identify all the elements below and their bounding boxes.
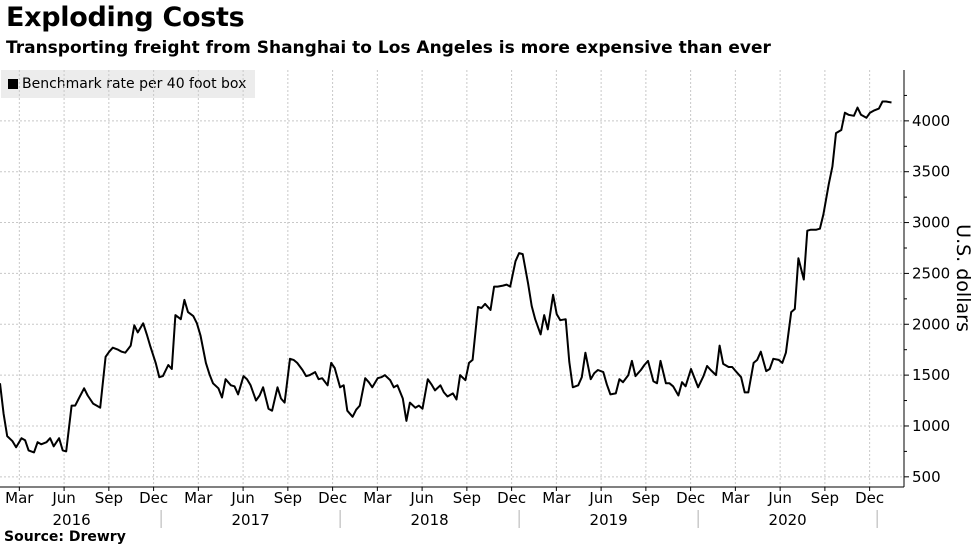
x-year-label: 2017: [232, 511, 270, 529]
x-year-label: 2016: [53, 511, 91, 529]
x-month-label: Dec: [855, 489, 884, 507]
x-month-label: Mar: [363, 489, 392, 507]
x-month-label: Dec: [318, 489, 347, 507]
chart-subtitle: Transporting freight from Shanghai to Lo…: [6, 38, 771, 58]
x-month-label: Jun: [588, 489, 612, 507]
x-month-label: Jun: [230, 489, 254, 507]
x-month-label: Mar: [542, 489, 571, 507]
x-month-label: Sep: [811, 489, 839, 507]
chart-title: Exploding Costs: [6, 2, 245, 33]
x-month-label: Jun: [767, 489, 791, 507]
y-tick-label: 1500: [912, 366, 950, 384]
x-month-label: Mar: [721, 489, 750, 507]
y-tick-label: 2000: [912, 315, 950, 333]
y-tick-label: 4000: [912, 112, 950, 130]
x-month-label: Sep: [274, 489, 302, 507]
x-month-label: Sep: [95, 489, 123, 507]
x-year-label: 2018: [411, 511, 449, 529]
x-month-label: Mar: [184, 489, 213, 507]
x-month-label: Dec: [497, 489, 526, 507]
y-axis-title: U.S. dollars: [952, 224, 974, 332]
x-month-label: Dec: [139, 489, 168, 507]
source-note: Source: Drewry: [4, 529, 126, 545]
x-year-label: 2020: [769, 511, 807, 529]
y-tick-label: 500: [912, 468, 941, 486]
x-year-label: 2019: [590, 511, 628, 529]
y-tick-label: 1000: [912, 417, 950, 435]
y-tick-label: 2500: [912, 264, 950, 282]
series-line-benchmark-rate: [0, 100, 892, 454]
x-month-label: Sep: [632, 489, 660, 507]
y-tick-label: 3000: [912, 214, 950, 232]
y-tick-label: 3500: [912, 163, 950, 181]
x-month-label: Sep: [453, 489, 481, 507]
x-month-label: Jun: [51, 489, 75, 507]
legend: Benchmark rate per 40 foot box: [1, 70, 256, 98]
legend-label: Benchmark rate per 40 foot box: [22, 76, 247, 92]
legend-swatch: [8, 79, 18, 89]
x-month-label: Mar: [5, 489, 34, 507]
x-month-label: Dec: [676, 489, 705, 507]
x-month-label: Jun: [409, 489, 433, 507]
